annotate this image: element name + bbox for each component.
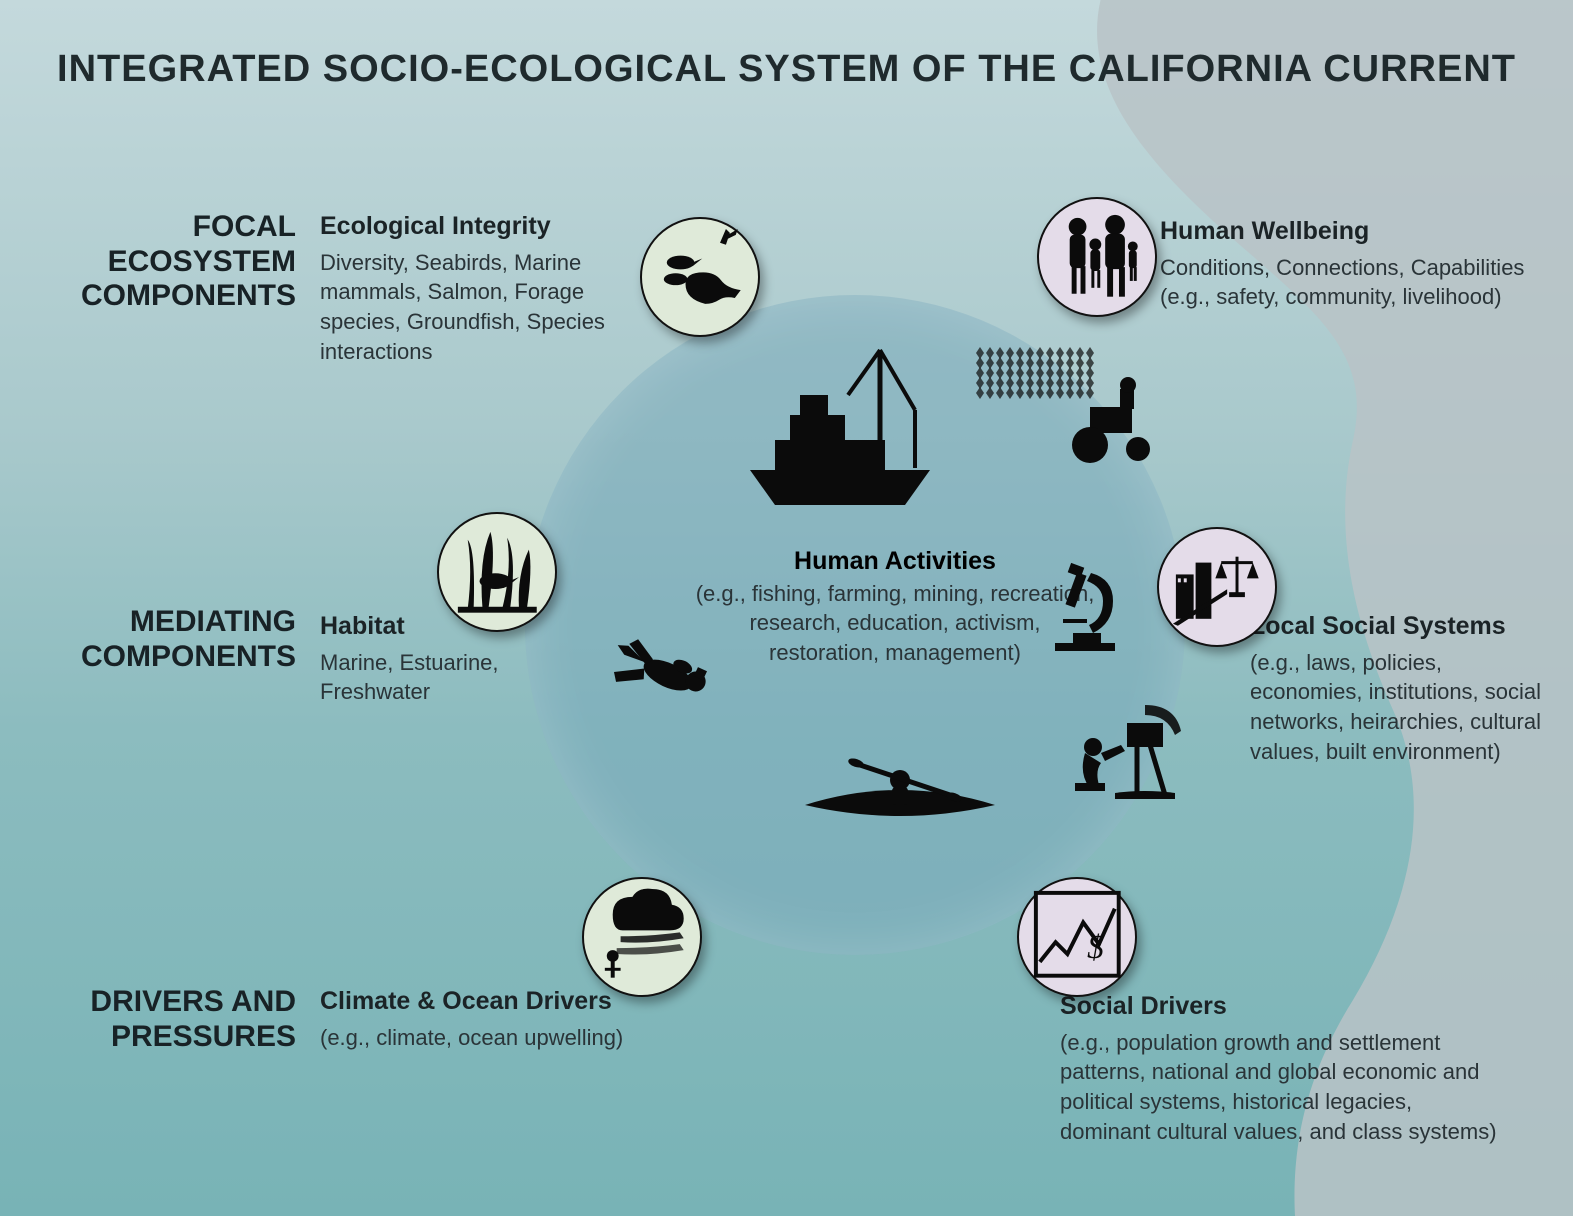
ecological-integrity-text: Ecological Integrity Diversity, Seabirds,… (320, 210, 620, 367)
painter-silhouette (1055, 695, 1185, 805)
kayak-silhouette (800, 745, 1000, 835)
local-social-systems-badge (1157, 527, 1277, 647)
wildlife-icon (651, 225, 750, 329)
local-social-systems-title: Local Social Systems (1250, 610, 1560, 644)
row-focal: FOCALECOSYSTEMCOMPONENTS (56, 210, 296, 314)
ship-silhouette (740, 340, 940, 510)
human-wellbeing-title: Human Wellbeing (1160, 215, 1530, 249)
climate-ocean-drivers-text: Climate & Ocean Drivers (e.g., climate, o… (320, 985, 660, 1052)
main-title: INTEGRATED SOCIO-ECOLOGICAL SYSTEM OF TH… (0, 48, 1573, 91)
ecological-integrity-badge (640, 217, 760, 337)
city-scales-icon (1168, 535, 1267, 639)
ecological-integrity-desc: Diversity, Seabirds, Marine mammals, Sal… (320, 248, 620, 367)
climate-ocean-drivers-title: Climate & Ocean Drivers (320, 985, 660, 1019)
social-drivers-title: Social Drivers (1060, 990, 1500, 1024)
row-drivers: DRIVERS ANDPRESSURES (56, 985, 296, 1054)
human-activities-text: Human Activities (e.g., fishing, farming… (695, 545, 1095, 668)
human-wellbeing-desc: Conditions, Connections, Capabilities (e… (1160, 253, 1530, 312)
kelp-icon (448, 520, 547, 624)
social-drivers-text: Social Drivers (e.g., population growth a… (1060, 990, 1500, 1147)
habitat-badge (437, 512, 557, 632)
diver-silhouette (600, 630, 750, 760)
chart-dollar-icon: $ (1028, 885, 1127, 989)
climate-ocean-drivers-desc: (e.g., climate, ocean upwelling) (320, 1023, 660, 1053)
row-mediating: MEDIATINGCOMPONENTS (56, 605, 296, 674)
microscope-silhouette (1045, 555, 1125, 655)
tractor-field-silhouette (970, 345, 1160, 475)
ecological-integrity-title: Ecological Integrity (320, 210, 620, 244)
local-social-systems-desc: (e.g., laws, policies, economies, instit… (1250, 648, 1560, 767)
local-social-systems-text: Local Social Systems (e.g., laws, policie… (1250, 610, 1560, 767)
human-activities-desc: (e.g., fishing, farming, mining, recreat… (695, 579, 1095, 668)
habitat-desc: Marine, Estuarine, Freshwater (320, 648, 540, 707)
human-activities-title: Human Activities (695, 545, 1095, 579)
human-wellbeing-text: Human Wellbeing Conditions, Connections, … (1160, 215, 1530, 312)
family-icon (1048, 205, 1147, 309)
infographic-stage: INTEGRATED SOCIO-ECOLOGICAL SYSTEM OF TH… (0, 0, 1573, 1216)
social-drivers-desc: (e.g., population growth and settlement … (1060, 1028, 1500, 1147)
social-drivers-badge: $ (1017, 877, 1137, 997)
storm-icon (593, 885, 692, 989)
human-wellbeing-badge (1037, 197, 1157, 317)
climate-ocean-drivers-badge (582, 877, 702, 997)
svg-text:$: $ (1087, 929, 1104, 966)
